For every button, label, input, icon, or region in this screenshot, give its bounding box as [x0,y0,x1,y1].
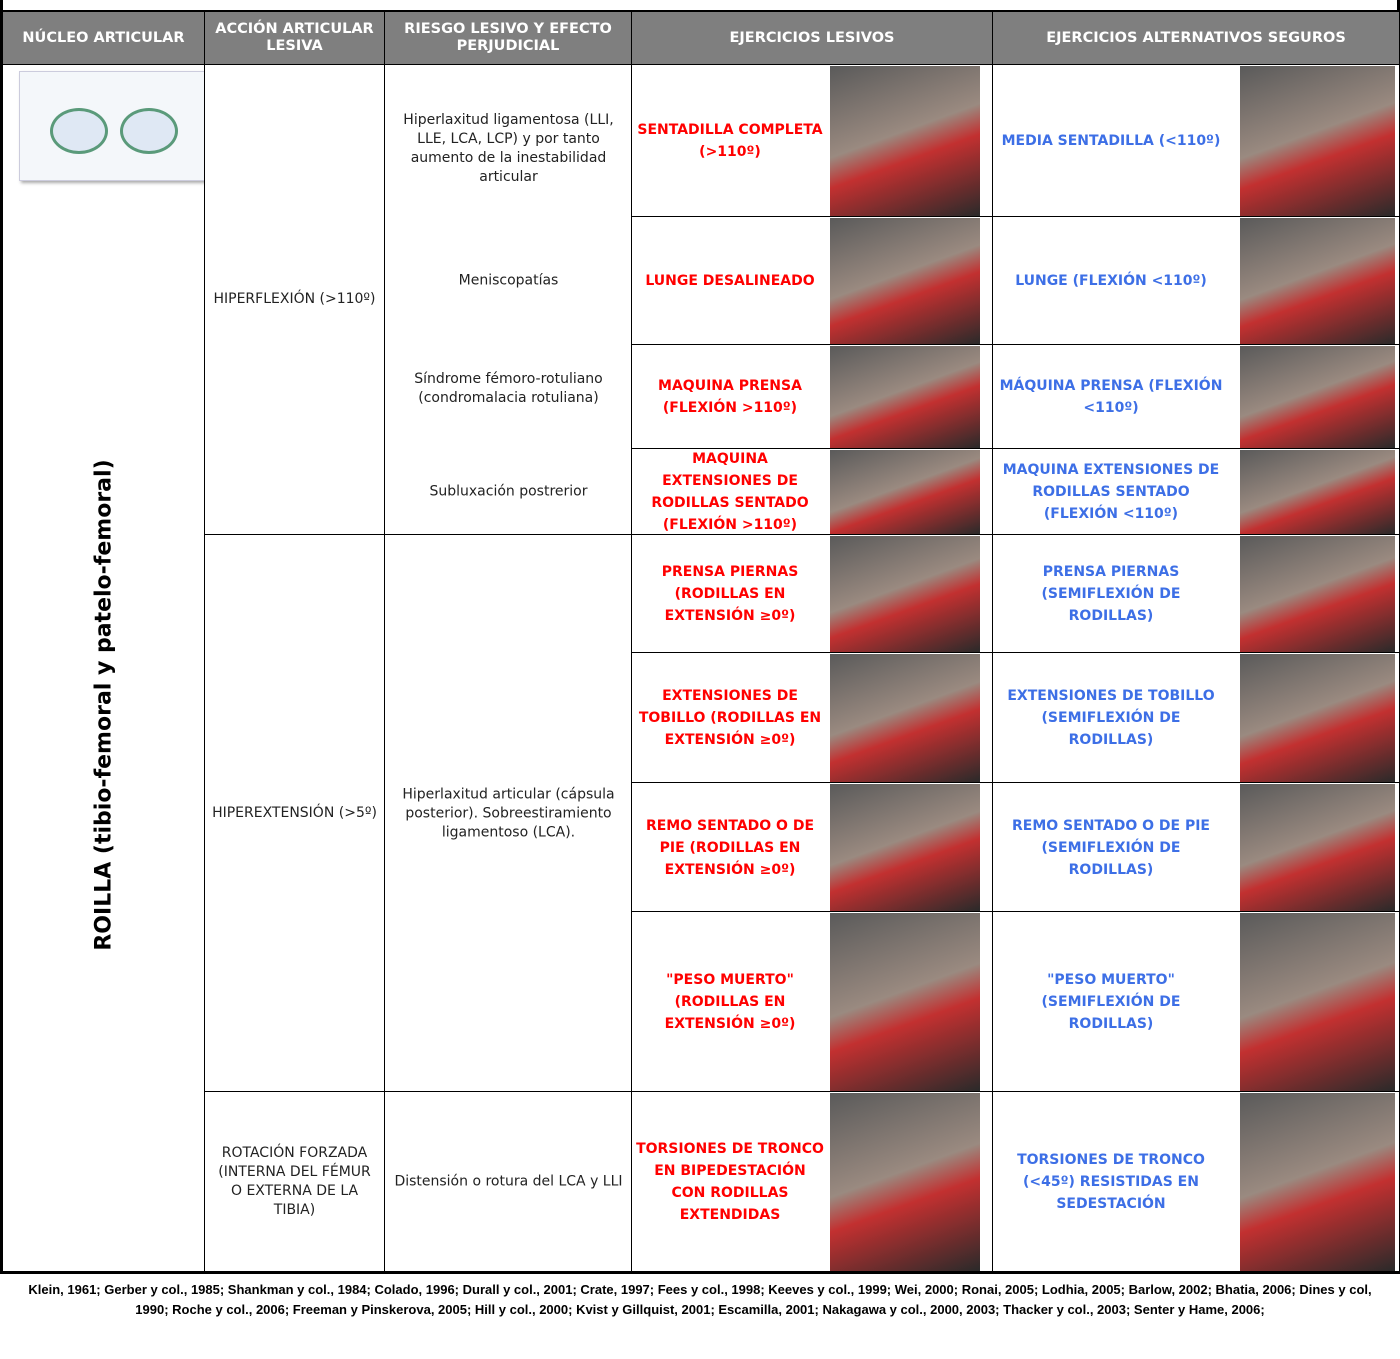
harmful-cell [632,449,993,535]
harmful-photo [830,654,980,782]
safe-exercise: EXTENSIONES DE TOBILLO (SEMIFLEXIÓN DE R… [1007,688,1215,748]
safe-exercise: PRENSA PIERNAS (SEMIFLEXIÓN DE RODILLAS) [1041,564,1181,624]
safe-photo [1240,218,1395,344]
harmful-exercise: PRENSA PIERNAS (RODILLAS EN EXTENSIÓN ≥0… [661,564,799,624]
risk-text: Meniscopatías [458,272,559,289]
safe-photo [1240,913,1395,1091]
action-cell: ROTACIÓN FORZADA (INTERNA DEL FÉMUR O EX… [205,1092,385,1272]
harmful-exercise: TORSIONES DE TRONCO EN BIPEDESTACIÓN CON… [636,1141,824,1223]
harmful-photo [830,346,980,448]
harmful-cell [632,535,993,653]
references: Klein, 1961; Gerber y col., 1985; Shankm… [0,1272,1400,1359]
harmful-exercise: "PESO MUERTO" (RODILLAS EN EXTENSIÓN ≥0º… [664,972,796,1032]
safe-exercise: "PESO MUERTO" (SEMIFLEXIÓN DE RODILLAS) [1041,972,1181,1032]
column-header: ACCIÓN ARTICULAR LESIVA [205,12,385,65]
risk-text: Síndrome fémoro-rotuliano (condromalacia… [414,371,603,406]
column-header: EJERCICIOS LESIVOS [632,12,993,65]
harmful-cell [632,345,993,449]
safe-exercise: REMO SENTADO O DE PIE (SEMIFLEXIÓN DE RO… [1012,817,1210,878]
risk-cell [385,1092,632,1272]
risk-text: Hiperlaxitud articular (cápsula posterio… [402,786,615,840]
harmful-cell [632,783,993,912]
column-header: RIESGO LESIVO Y EFECTO PERJUDICIAL [385,12,632,65]
harmful-exercise: REMO SENTADO O DE PIE (RODILLAS EN EXTEN… [645,817,815,878]
harmful-exercise: LUNGE DESALINEADO [645,273,815,289]
safe-exercise: MEDIA SENTADILLA (<110º) [1001,133,1221,149]
safe-photo [1240,654,1395,782]
harmful-cell [632,653,993,783]
top-strip [0,0,1400,12]
safe-exercise: LUNGE (FLEXIÓN <110º) [1015,273,1207,289]
risk-text: Hiperlaxitud ligamentosa (LLI, LLE, LCA,… [403,112,614,185]
safe-photo [1240,66,1395,216]
harmful-photo [830,1093,980,1271]
joint-cell: ROILLA (tibio-femoral y patelo-femoral) [3,65,205,1272]
safe-photo [1240,346,1395,448]
action-cell: HIPEREXTENSIÓN (>5º) [205,535,385,1092]
risk-text: Subluxación postrerior [429,483,588,500]
joint-label: ROILLA (tibio-femoral y patelo-femoral) [91,459,116,951]
safe-photo [1240,450,1395,534]
harmful-photo [830,536,980,652]
safe-exercise: MAQUINA EXTENSIONES DE RODILLAS SENTADO … [1002,462,1220,522]
column-header: NÚCLEO ARTICULAR [3,12,205,65]
harmful-photo [830,450,980,534]
logo [19,71,204,181]
harmful-photo [830,913,980,1091]
harmful-photo [830,218,980,344]
safe-photo [1240,1093,1395,1271]
logo-emblem [120,108,178,154]
harmful-exercise: MAQUINA EXTENSIONES DE RODILLAS SENTADO … [651,451,809,533]
harmful-photo [830,784,980,911]
harmful-photo [830,66,980,216]
harmful-cell [632,1092,993,1272]
harmful-cell [632,217,993,345]
harmful-cell [632,912,993,1092]
column-header: EJERCICIOS ALTERNATIVOS SEGUROS [993,12,1400,65]
risk-text: Distensión o rotura del LCA y LLI [394,1173,623,1190]
logo-emblem [50,108,108,154]
harmful-exercise: MAQUINA PRENSA (FLEXIÓN >110º) [658,378,802,416]
safe-photo [1240,784,1395,911]
harmful-exercise: EXTENSIONES DE TOBILLO (RODILLAS EN EXTE… [638,688,822,748]
safe-exercise: MÁQUINA PRENSA (FLEXIÓN <110º) [999,378,1223,416]
harmful-exercise: SENTADILLA COMPLETA (>110º) [637,122,823,160]
risk-cell [385,535,632,1092]
safe-photo [1240,536,1395,652]
risk-cell [385,65,632,535]
action-cell: HIPERFLEXIÓN (>110º) [205,65,385,535]
harmful-cell [632,65,993,217]
left-border [0,0,3,1272]
safe-exercise: TORSIONES DE TRONCO (<45º) RESISTIDAS EN… [1017,1152,1205,1212]
